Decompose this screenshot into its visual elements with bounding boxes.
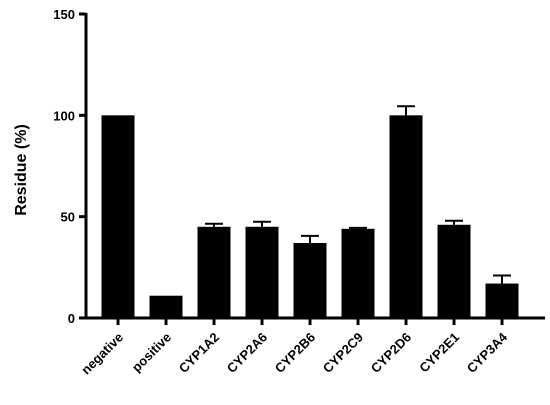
bar-CYP2D6 [389,115,423,318]
y-axis-title-group: Residue (%) [13,124,30,216]
bar-CYP2E1 [437,224,471,318]
bar-CYP2C9 [341,228,375,318]
x-tick-label: CYP1A2 [176,330,222,376]
y-ticks: 0 50 100 150 [53,7,86,326]
x-tick-label: CYP2B6 [272,330,318,376]
error-bars [205,105,511,284]
bar-positive [149,295,183,318]
x-tick-label: negative [78,330,126,378]
y-tick-label: 150 [53,7,75,22]
x-tick-label: positive [129,330,174,375]
bar-CYP1A2 [197,226,231,318]
bar-CYP2B6 [293,243,327,318]
y-tick-label: 0 [68,311,75,326]
x-tick-label: CYP2E1 [416,330,462,376]
y-tick-label: 50 [61,210,75,225]
x-tick-label: CYP3A4 [464,329,511,376]
bar-negative [101,115,135,318]
bars [101,115,519,318]
x-tick-label: CYP2C9 [320,330,366,376]
x-ticks: negative positive CYP1A2 CYP2A6 CYP2B6 CYP2C9… [78,318,511,378]
bar-CYP3A4 [485,283,519,318]
y-axis-title: Residue (%) [13,124,30,216]
x-tick-label: CYP2A6 [224,330,270,376]
x-tick-label: CYP2D6 [368,330,414,376]
bar-CYP2A6 [245,226,279,318]
y-tick-label: 100 [53,108,75,123]
